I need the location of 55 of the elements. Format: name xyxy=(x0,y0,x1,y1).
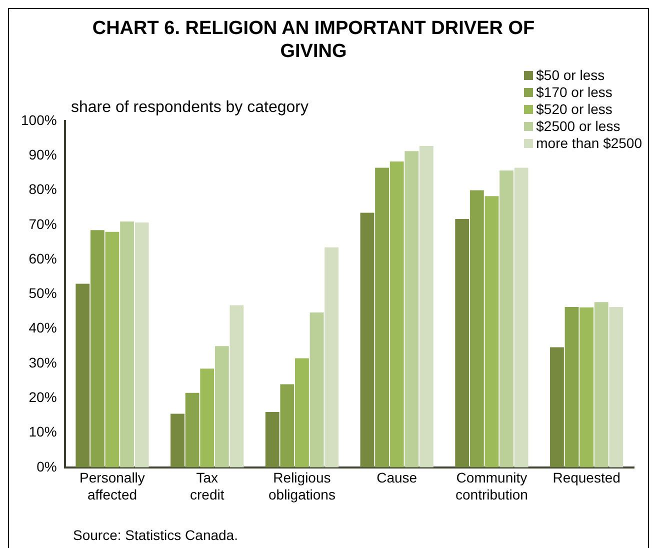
bar xyxy=(390,162,404,468)
bar xyxy=(170,414,184,468)
legend-label: $2500 or less xyxy=(536,118,620,135)
bar xyxy=(564,307,579,468)
x-tick-label: Religious obligations xyxy=(268,470,336,502)
x-tick-label: Requested xyxy=(552,470,620,486)
bar xyxy=(470,190,484,468)
y-axis-title: share of respondents by category xyxy=(71,99,308,117)
bar xyxy=(280,384,294,468)
y-tick-label: 40% xyxy=(28,320,57,336)
y-tick-label: 80% xyxy=(28,181,57,198)
legend-label: $520 or less xyxy=(536,101,612,118)
y-tick-label: 30% xyxy=(28,354,57,370)
bar xyxy=(360,212,374,468)
y-tick-label: 60% xyxy=(28,250,57,266)
bar xyxy=(580,307,594,468)
bar xyxy=(76,284,90,468)
bar xyxy=(134,222,149,468)
y-tick-label: 50% xyxy=(28,285,57,302)
y-tick-label: 20% xyxy=(28,388,57,405)
bar xyxy=(484,196,499,468)
bar xyxy=(375,168,389,468)
chart-title: CHART 6. RELIGION AN IMPORTANT DRIVER OF GIVING xyxy=(91,17,536,63)
bar xyxy=(550,347,564,468)
x-tick-label: Community contribution xyxy=(456,470,528,502)
bar xyxy=(295,358,309,468)
x-tick-label: Cause xyxy=(376,470,418,486)
bar xyxy=(230,305,244,468)
bar xyxy=(455,219,470,468)
legend-label: $50 or less xyxy=(536,67,605,84)
bar xyxy=(214,346,229,468)
bar xyxy=(185,392,200,468)
legend-label: $170 or less xyxy=(536,84,612,101)
y-tick-label: 10% xyxy=(28,424,57,440)
source-note: Source: Statistics Canada. xyxy=(73,527,238,543)
y-tick-label: 100% xyxy=(20,112,57,128)
bar xyxy=(419,146,434,468)
y-tick-label: 90% xyxy=(28,146,57,162)
bar xyxy=(265,412,280,468)
y-tick-label: 70% xyxy=(28,216,57,232)
bar xyxy=(105,232,120,468)
bar xyxy=(310,312,324,468)
bar xyxy=(609,307,624,468)
bar xyxy=(324,247,339,468)
legend-label: more than $2500 xyxy=(536,135,642,152)
x-tick-label: Personally affected xyxy=(80,470,145,502)
x-tick-label: Tax credit xyxy=(190,470,224,502)
bar xyxy=(514,168,528,468)
bar xyxy=(200,368,214,468)
bar xyxy=(90,230,104,468)
bar xyxy=(500,170,514,468)
y-tick-label: 0% xyxy=(36,458,57,474)
bar xyxy=(594,302,608,468)
bar xyxy=(120,221,134,468)
bar xyxy=(404,151,419,468)
